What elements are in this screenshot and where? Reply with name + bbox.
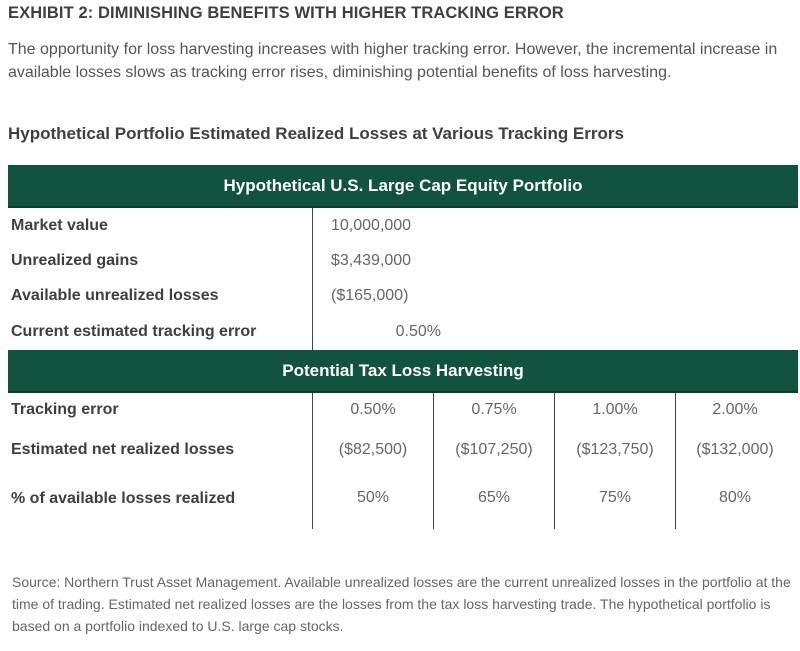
table-row: Market value 10,000,000	[8, 208, 798, 243]
cell: 75%	[555, 481, 676, 529]
row-value: $3,439,000	[331, 251, 412, 269]
cell: 1.00%	[555, 393, 676, 433]
row-value: ($165,000)	[331, 286, 409, 304]
cell: 0.50%	[313, 393, 434, 433]
row-label: Tracking error	[8, 393, 313, 433]
source-note: Source: Northern Trust Asset Management.…	[12, 574, 791, 634]
table-row: Tracking error 0.50% 0.75% 1.00% 2.00%	[8, 393, 798, 433]
portfolio-table: Hypothetical U.S. Large Cap Equity Portf…	[8, 165, 798, 529]
cell: ($132,000)	[696, 441, 774, 458]
table-row: % of available losses realized 50% 65% 7…	[8, 481, 798, 529]
harvesting-header-band: Potential Tax Loss Harvesting	[8, 350, 798, 393]
row-value: 10,000,000	[331, 216, 412, 234]
cell: 2.00%	[712, 401, 758, 418]
row-label: Estimated net realized losses	[8, 433, 313, 481]
row-label: % of available losses realized	[8, 481, 313, 529]
exhibit-title: EXHIBIT 2: DIMINISHING BENEFITS WITH HIG…	[8, 4, 564, 22]
row-label: Current estimated tracking error	[8, 313, 313, 350]
table-row: Current estimated tracking error 0.50%	[8, 313, 798, 350]
cell: 0.75%	[434, 393, 555, 433]
cell: 50%	[313, 481, 434, 529]
row-label: Available unrealized losses	[8, 278, 313, 313]
table-title: Hypothetical Portfolio Estimated Realize…	[8, 124, 624, 143]
intro-paragraph: The opportunity for loss harvesting incr…	[8, 41, 778, 81]
row-value: 0.50%	[395, 322, 441, 340]
row-label: Unrealized gains	[8, 243, 313, 278]
table-row: Available unrealized losses ($165,000)	[8, 278, 798, 313]
row-label: Market value	[8, 208, 313, 243]
cell: ($123,750)	[555, 433, 676, 481]
harvesting-section: Tracking error 0.50% 0.75% 1.00% 2.00% E…	[8, 393, 798, 529]
table-row: Unrealized gains $3,439,000	[8, 243, 798, 278]
cell: 65%	[434, 481, 555, 529]
portfolio-section: Market value 10,000,000 Unrealized gains…	[8, 208, 798, 350]
portfolio-header-band: Hypothetical U.S. Large Cap Equity Portf…	[8, 165, 798, 208]
cell: ($82,500)	[313, 433, 434, 481]
cell: ($107,250)	[434, 433, 555, 481]
table-row: Estimated net realized losses ($82,500) …	[8, 433, 798, 481]
cell: 80%	[718, 489, 752, 506]
